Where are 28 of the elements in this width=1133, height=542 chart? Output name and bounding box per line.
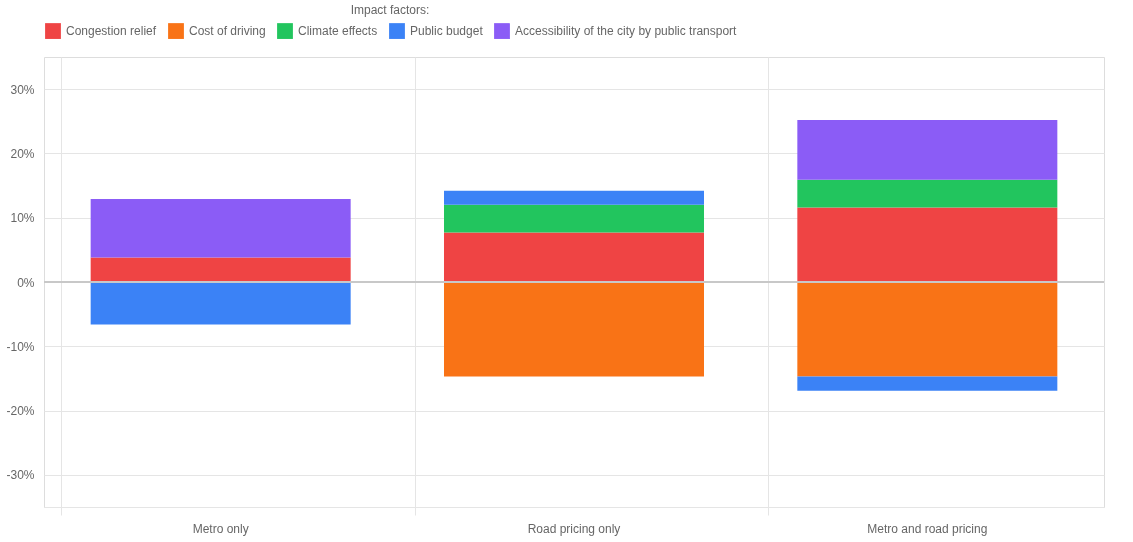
legend-title: Impact factors: bbox=[350, 3, 430, 17]
y-tick-label: -30% bbox=[6, 468, 35, 483]
bar bbox=[797, 376, 1058, 391]
legend-label: Cost of driving bbox=[189, 24, 266, 39]
x-tick-label: Road pricing only bbox=[527, 521, 621, 536]
x-tick-label: Metro and road pricing bbox=[867, 521, 988, 536]
legend-label: Climate effects bbox=[298, 24, 378, 39]
y-tick-label: 10% bbox=[10, 211, 35, 226]
bar bbox=[90, 282, 351, 325]
bar bbox=[444, 232, 704, 282]
y-tick-label: 0% bbox=[17, 275, 35, 290]
bar bbox=[90, 257, 351, 282]
x-tick-label: Metro only bbox=[192, 521, 249, 536]
legend-label: Accessibility of the city by public transport bbox=[515, 24, 738, 39]
bar bbox=[444, 282, 704, 377]
bar bbox=[797, 120, 1058, 180]
bar bbox=[797, 282, 1058, 377]
bar bbox=[797, 207, 1058, 282]
y-tick-label: 20% bbox=[10, 146, 35, 161]
y-tick-label: -20% bbox=[6, 404, 35, 419]
y-tick-label: 30% bbox=[10, 82, 35, 97]
legend-label: Public budget bbox=[410, 24, 484, 39]
y-tick-label: -10% bbox=[6, 339, 35, 354]
bar bbox=[444, 204, 704, 233]
bar bbox=[797, 179, 1058, 208]
bar bbox=[90, 199, 351, 258]
bar bbox=[444, 190, 704, 205]
legend-label: Congestion relief bbox=[66, 24, 157, 39]
